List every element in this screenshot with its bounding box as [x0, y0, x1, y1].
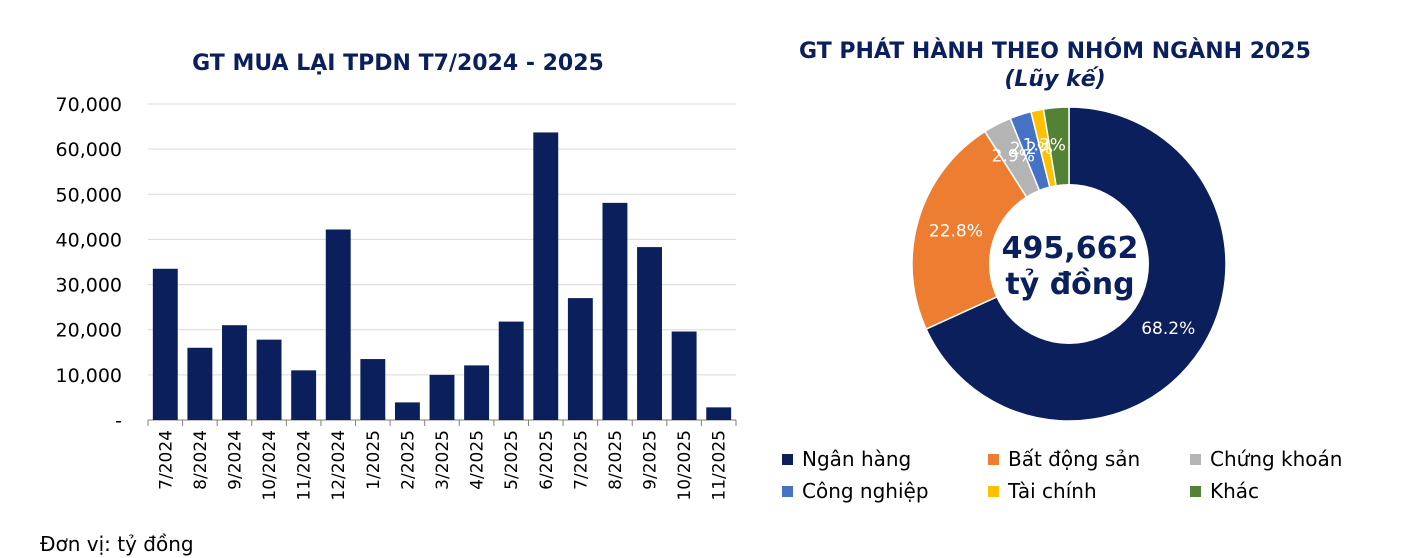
donut-hole [989, 184, 1149, 344]
bar-chart-title: GT MUA LẠI TPDN T7/2024 - 2025 [192, 51, 604, 76]
bar [464, 365, 490, 420]
bar [256, 339, 282, 420]
x-tick-label: 9/2025 [641, 430, 661, 490]
bar [360, 359, 386, 420]
y-tick-label: 50,000 [56, 184, 122, 206]
y-tick-label: 70,000 [56, 94, 122, 116]
legend-item: Ngân hàng [782, 447, 911, 471]
bar [291, 370, 317, 420]
bar [429, 374, 455, 420]
x-tick-label: 10/2024 [260, 430, 280, 501]
bar [187, 347, 213, 420]
unit-note: Đơn vị: tỷ đồng [40, 532, 194, 556]
x-tick-label: 6/2025 [537, 430, 557, 490]
legend-swatch [1190, 485, 1201, 497]
legend-label: Ngân hàng [802, 447, 912, 471]
x-tick-label: 11/2024 [295, 430, 315, 501]
x-tick-label: 2/2025 [398, 430, 418, 490]
donut-center-value: 495,662 [1002, 231, 1139, 266]
legend-swatch [988, 453, 999, 465]
bar [706, 407, 732, 420]
legend-item: Bất động sản [988, 447, 1140, 471]
x-tick-label: 8/2025 [606, 430, 626, 490]
bar [602, 202, 628, 420]
slice-label: 1.3% [1023, 136, 1066, 156]
donut-chart: GT PHÁT HÀNH THEO NHÓM NGÀNH 2025 (Lũy k… [799, 38, 1311, 422]
donut-slice-labels: 68.2% 22.8% 2.9%2.2%1.3% [929, 136, 1195, 339]
x-tick-label: 5/2025 [502, 430, 522, 490]
bar-series [152, 132, 732, 420]
legend-label: Khác [1210, 479, 1260, 503]
bar [394, 402, 420, 420]
y-tick-label: 30,000 [56, 275, 122, 297]
slice-label: 22.8% [929, 221, 983, 241]
slice-label: 2.2% [1010, 139, 1053, 159]
bar-x-axis: 7/2024 8/2024 9/2024 10/2024 11/2024 12/2024 1… [147, 420, 737, 501]
legend-swatch [782, 453, 793, 465]
bar [498, 321, 524, 420]
bar [325, 229, 351, 420]
y-tick-label: 20,000 [56, 320, 122, 342]
bar [567, 298, 593, 420]
y-tick-label: 40,000 [56, 229, 122, 251]
x-tick-label: 7/2025 [571, 430, 591, 490]
x-tick-label: 8/2024 [191, 430, 211, 490]
bar-chart: GT MUA LẠI TPDN T7/2024 - 2025 - 10,000 20… [56, 51, 737, 501]
legend-swatch [782, 485, 793, 497]
legend-swatch [1190, 453, 1201, 465]
slice-label: 2.9% [992, 146, 1035, 166]
bar-y-axis: - 10,000 20,000 30,000 40,000 50,000 60,000 70,… [56, 94, 122, 432]
legend-swatch [988, 485, 999, 497]
x-tick-label: 3/2025 [433, 430, 453, 490]
legend-item: Chứng khoán [1190, 447, 1342, 471]
x-tick-label: 10/2025 [675, 430, 695, 501]
x-tick-label: 4/2025 [468, 430, 488, 490]
legend-label: Bất động sản [1008, 447, 1141, 471]
bar [671, 331, 697, 420]
donut-chart-subtitle: (Lũy kế) [1004, 67, 1105, 92]
legend-label: Tài chính [1008, 479, 1097, 503]
y-tick-label: - [115, 410, 122, 432]
x-tick-label: 7/2024 [156, 430, 176, 490]
donut-center-unit: tỷ đồng [1005, 267, 1134, 302]
bar [222, 325, 247, 420]
slice-label: 68.2% [1141, 319, 1195, 339]
x-tick-label: 1/2025 [364, 430, 384, 490]
y-tick-label: 60,000 [56, 139, 122, 161]
x-tick-label: 12/2024 [329, 430, 349, 501]
legend-label: Chứng khoán [1210, 447, 1343, 471]
bar [152, 268, 178, 420]
legend-item: Công nghiệp [782, 479, 929, 503]
legend-item: Tài chính [988, 479, 1097, 503]
x-tick-label: 9/2024 [225, 430, 245, 490]
donut-chart-title: GT PHÁT HÀNH THEO NHÓM NGÀNH 2025 [799, 38, 1311, 64]
legend-label: Công nghiệp [802, 479, 929, 503]
bar [637, 247, 662, 420]
bar [533, 132, 559, 420]
legend-item: Khác [1190, 479, 1259, 503]
x-tick-label: 11/2025 [710, 430, 730, 501]
y-tick-label: 10,000 [56, 365, 122, 387]
